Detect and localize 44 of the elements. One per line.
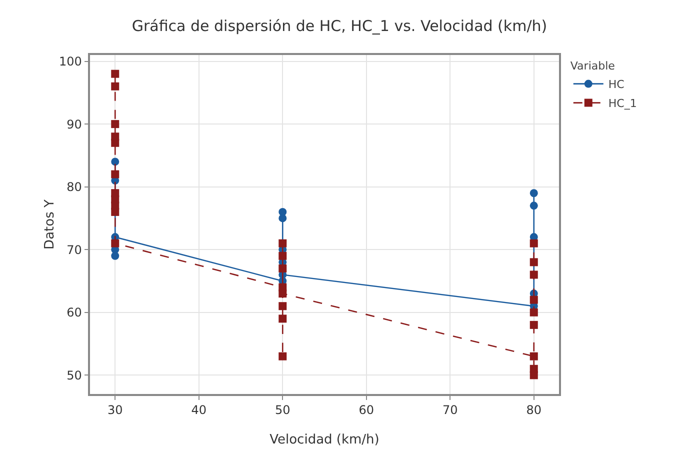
point: [111, 138, 120, 147]
point: [530, 352, 538, 360]
point: [278, 314, 287, 323]
point: [111, 158, 120, 166]
y-tick-label: 100: [58, 54, 82, 68]
legend-title: Variable: [570, 59, 616, 72]
x-tick-label: 70: [442, 403, 458, 418]
point: [111, 170, 120, 178]
point: [278, 208, 287, 216]
point: [111, 208, 120, 216]
legend-label: HC_1: [608, 97, 637, 110]
point: [278, 252, 287, 260]
point: [530, 270, 538, 279]
point: [278, 352, 287, 360]
point: [530, 202, 538, 210]
point: [111, 70, 120, 78]
point: [530, 364, 538, 373]
y-tick-label: 70: [66, 242, 82, 257]
x-tick-label: 80: [526, 403, 542, 418]
point: [111, 120, 120, 128]
y-tick-label: 80: [66, 180, 82, 194]
point: [530, 239, 538, 248]
chart-title: Gráfica de dispersión de HC, HC_1 vs. Velocidad (km/h): [132, 16, 548, 35]
point: [278, 264, 287, 272]
x-axis-title: Velocidad (km/h): [270, 432, 380, 448]
point: [111, 239, 120, 248]
y-tick-label: 90: [66, 117, 82, 132]
x-tick-label: 50: [274, 403, 290, 418]
point: [278, 302, 287, 310]
x-tick-label: 40: [191, 403, 207, 418]
x-tick-label: 60: [358, 403, 374, 418]
y-tick-label: 50: [66, 368, 82, 382]
point: [530, 258, 538, 266]
point: [530, 308, 538, 316]
point: [278, 290, 287, 298]
point: [278, 239, 287, 248]
point: [111, 82, 120, 90]
point: [530, 189, 538, 198]
x-tick-label: 30: [107, 403, 123, 418]
y-tick-label: 60: [66, 306, 82, 320]
legend-label: HC: [608, 78, 625, 92]
y-axis-title: Datos Y: [42, 200, 58, 250]
point: [530, 320, 538, 329]
point: [530, 296, 538, 304]
